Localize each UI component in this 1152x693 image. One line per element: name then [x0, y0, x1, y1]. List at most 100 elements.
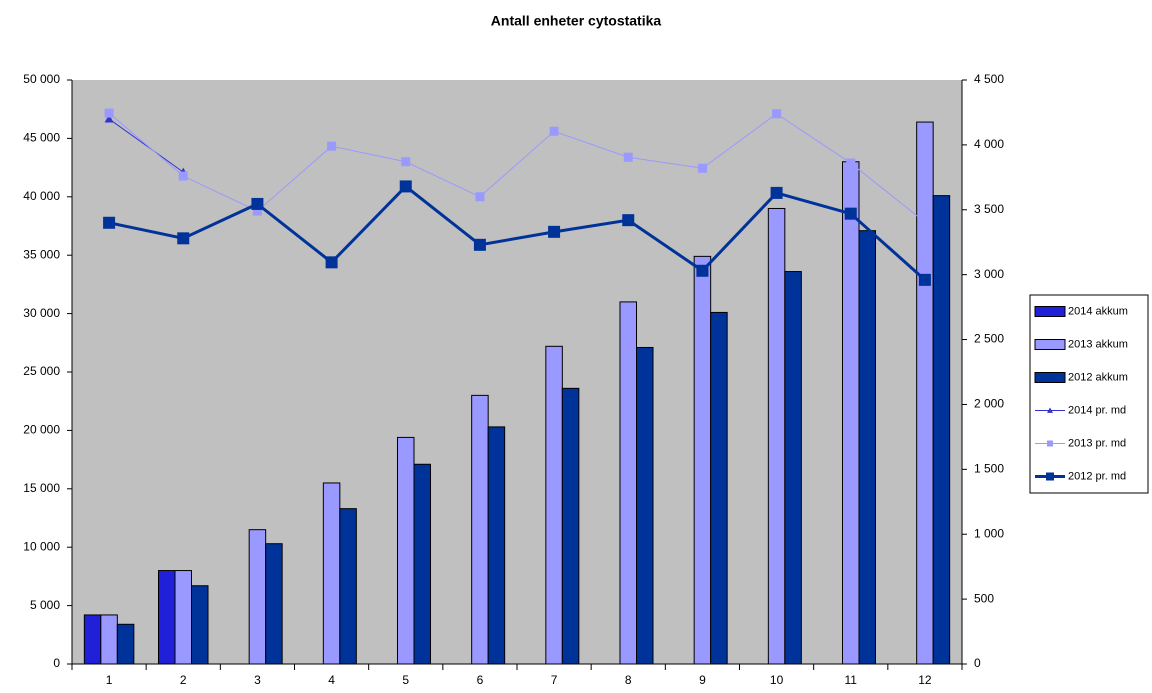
x-tick-label: 2	[180, 673, 187, 687]
line-series	[108, 184, 926, 281]
y-tick-label: 25 000	[23, 364, 60, 378]
bar	[322, 482, 341, 665]
line-marker	[1046, 472, 1054, 481]
bar	[545, 345, 563, 665]
line-marker	[844, 207, 857, 220]
line-series	[108, 118, 184, 173]
bar	[116, 623, 135, 665]
line-marker	[103, 216, 116, 229]
y2-tick-label: 0	[974, 656, 981, 670]
legend-swatch	[1034, 306, 1066, 317]
x-tick-label: 8	[625, 673, 632, 687]
line-marker	[548, 225, 561, 238]
line-marker	[696, 264, 709, 277]
bar	[561, 387, 580, 665]
legend-label: 2013 akkum	[1068, 338, 1128, 350]
x-tick-label: 12	[918, 673, 932, 687]
chart-title: Antall enheter cytostatika	[491, 13, 662, 29]
bar	[619, 301, 637, 665]
line-marker	[473, 238, 486, 251]
bar	[487, 426, 506, 665]
x-tick-label: 10	[770, 673, 784, 687]
y-tick-label: 50 000	[23, 72, 60, 86]
line-marker	[770, 186, 783, 199]
line-marker	[327, 141, 337, 151]
legend-swatch	[1034, 339, 1066, 350]
y-tick-label: 40 000	[23, 189, 60, 203]
y2-tick-label: 1 000	[974, 526, 1004, 540]
line-marker	[622, 214, 635, 227]
legend-box	[1029, 294, 1149, 494]
y-tick-label: 20 000	[23, 423, 60, 437]
bar	[339, 508, 357, 665]
line-marker	[549, 126, 559, 136]
line-marker	[697, 163, 707, 173]
y2-tick-label: 4 000	[974, 137, 1004, 151]
legend-label: 2014 akkum	[1068, 305, 1128, 317]
line-marker	[1047, 407, 1053, 413]
y-tick-label: 30 000	[23, 306, 60, 320]
line-marker	[251, 197, 264, 210]
bar	[174, 570, 192, 665]
y2-tick-label: 2 500	[974, 332, 1004, 346]
y2-tick-label: 3 000	[974, 267, 1004, 281]
x-tick-label: 11	[845, 673, 858, 687]
line-marker	[104, 108, 114, 118]
line-series	[108, 112, 926, 223]
x-tick-label: 7	[551, 673, 558, 687]
legend-label: 2012 pr. md	[1068, 470, 1126, 482]
bar	[191, 585, 209, 665]
y2-tick-label: 4 500	[974, 72, 1004, 86]
legend-swatch	[1034, 372, 1066, 383]
y2-tick-label: 2 000	[974, 397, 1004, 411]
x-tick-label: 5	[402, 673, 409, 687]
bar	[158, 570, 176, 665]
y-tick-label: 5 000	[30, 598, 60, 612]
line-marker	[177, 232, 190, 245]
bar	[471, 394, 489, 665]
bar	[100, 614, 118, 665]
line-marker	[918, 273, 931, 286]
y2-tick-label: 3 500	[974, 202, 1004, 216]
bar	[248, 529, 267, 665]
bar	[636, 346, 654, 665]
line-marker	[399, 180, 412, 193]
line-marker	[252, 206, 262, 216]
y2-tick-label: 500	[974, 591, 994, 605]
bar	[397, 436, 415, 665]
bar	[842, 161, 860, 665]
line-marker	[846, 158, 856, 168]
bar	[784, 271, 802, 665]
line-marker	[401, 157, 411, 167]
x-tick-label: 4	[328, 673, 335, 687]
bar	[265, 543, 283, 665]
line-marker	[920, 217, 930, 227]
x-tick-label: 1	[106, 673, 113, 687]
legend-label: 2014 pr. md	[1068, 404, 1126, 416]
line-marker	[772, 109, 782, 119]
x-tick-label: 3	[254, 673, 261, 687]
line-marker	[1047, 440, 1053, 447]
bar	[858, 230, 876, 665]
bar	[413, 463, 431, 665]
bar	[710, 311, 728, 665]
y-tick-label: 35 000	[23, 247, 60, 261]
line-marker	[475, 192, 485, 202]
bar	[693, 255, 712, 665]
bar	[767, 207, 786, 665]
line-marker	[104, 114, 114, 123]
y-tick-label: 45 000	[23, 131, 60, 145]
legend-label: 2013 pr. md	[1068, 437, 1126, 449]
bar	[932, 195, 951, 665]
y-tick-label: 0	[53, 656, 60, 670]
x-tick-label: 9	[699, 673, 706, 687]
y-tick-label: 15 000	[23, 481, 60, 495]
bar	[83, 614, 102, 665]
bar	[916, 121, 934, 665]
x-tick-label: 6	[477, 673, 484, 687]
plot-area	[72, 80, 962, 664]
y2-tick-label: 1 500	[974, 462, 1004, 476]
y-tick-label: 10 000	[23, 539, 60, 553]
